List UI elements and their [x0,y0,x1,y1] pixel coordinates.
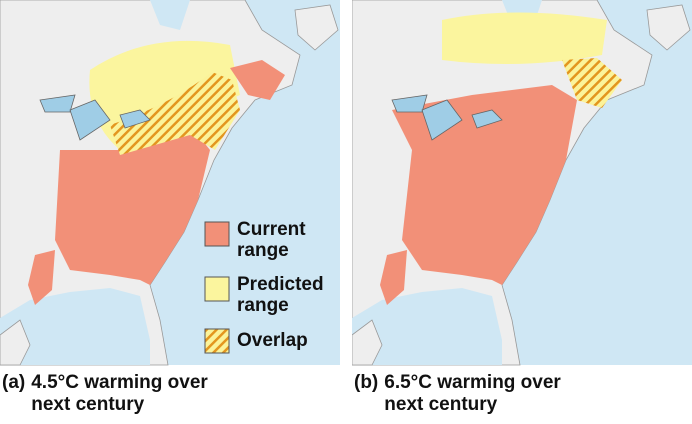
caption: (a) 4.5°C warming over next century [2,372,221,416]
caption: (b) 6.5°C warming over next century [354,372,574,416]
legend-swatch [204,328,230,354]
map-panel-b [351,0,692,366]
panel-label: (b) [354,372,379,393]
legend-label: Predicted range [237,274,324,316]
map-panel-a [0,0,341,366]
panel-caption: 6.5°C warming over next century [384,372,561,415]
panel-label: (a) [2,372,26,393]
legend-swatch [204,276,230,302]
legend-label: Overlap [237,330,308,351]
panel-caption: 4.5°C warming over next century [31,372,208,415]
legend-label: Current range [237,219,306,261]
legend-swatch [204,221,230,247]
